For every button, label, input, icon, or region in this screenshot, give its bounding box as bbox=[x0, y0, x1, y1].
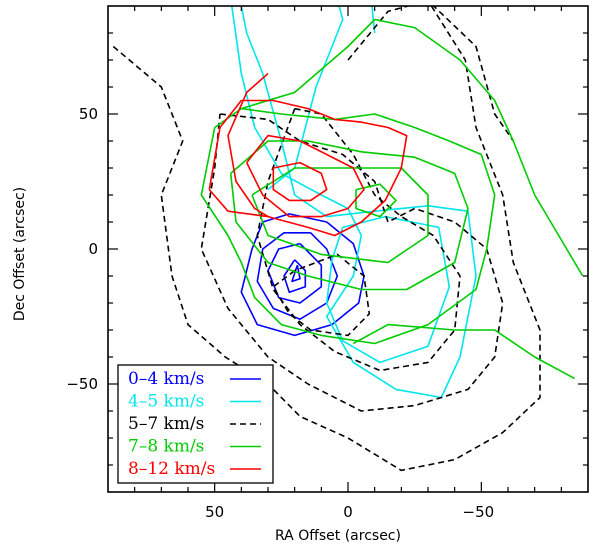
contour-line bbox=[241, 18, 584, 277]
contour-line bbox=[200, 107, 496, 345]
series-3-contours bbox=[200, 18, 584, 380]
x-tick-label: 50 bbox=[205, 503, 224, 521]
contour-line bbox=[355, 183, 397, 218]
y-axis-title: Dec Offset (arcsec) bbox=[12, 187, 28, 321]
legend-label: 5–7 km/s bbox=[128, 414, 204, 434]
contour-line bbox=[227, 72, 269, 218]
contour-line bbox=[251, 167, 429, 264]
contour-line bbox=[256, 107, 461, 372]
legend-label: 0–4 km/s bbox=[128, 369, 204, 389]
contour-line bbox=[352, 323, 576, 380]
contour-line bbox=[267, 6, 344, 191]
contour-line bbox=[267, 242, 323, 304]
legend: 0–4 km/s 4–5 km/s5–7 km/s 7–8 km/s8–12 km/… bbox=[117, 364, 274, 484]
series-4-contours bbox=[208, 72, 408, 237]
tick-layer: 50 0 −50 50 0 −50 bbox=[66, 6, 588, 521]
x-tick-label: 0 bbox=[343, 503, 353, 521]
contour-line bbox=[272, 253, 371, 337]
legend-label: 7–8 km/s bbox=[128, 437, 204, 457]
series-2-contours bbox=[112, 6, 541, 472]
y-tick-label: 0 bbox=[88, 240, 98, 258]
contour-line bbox=[291, 264, 301, 283]
contour-line bbox=[371, 6, 376, 34]
y-tick-label: −50 bbox=[66, 375, 98, 393]
contour-line bbox=[245, 134, 365, 218]
x-tick-label: −50 bbox=[463, 503, 495, 521]
contour-line bbox=[112, 6, 541, 472]
contour-line bbox=[347, 6, 514, 142]
y-tick-label: 50 bbox=[79, 105, 98, 123]
legend-label: 4–5 km/s bbox=[128, 392, 204, 412]
contour-line bbox=[229, 140, 469, 291]
contour-line bbox=[208, 99, 408, 237]
contour-line bbox=[272, 161, 328, 202]
contour-layer bbox=[112, 6, 584, 472]
legend-label: 8–12 km/s bbox=[128, 459, 215, 479]
contour-line bbox=[283, 259, 307, 294]
contour-line bbox=[200, 113, 504, 412]
contour-line bbox=[240, 213, 365, 337]
x-axis-title: RA Offset (arcsec) bbox=[275, 528, 401, 544]
legend-box bbox=[117, 364, 274, 484]
